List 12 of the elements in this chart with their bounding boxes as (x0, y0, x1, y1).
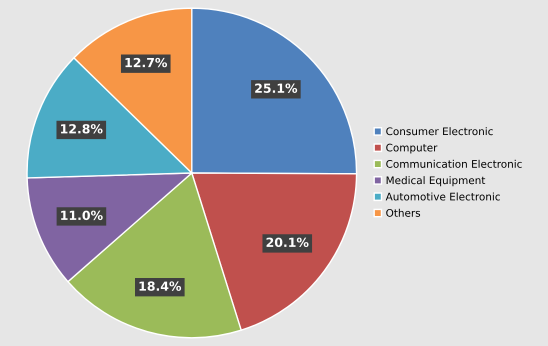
data-label: 20.1% (266, 238, 309, 248)
data-label: 12.8% (61, 124, 103, 134)
legend-label: Medical Equipment (386, 176, 486, 186)
legend-label: Computer (386, 144, 438, 154)
legend-label: Communication Electronic (386, 160, 522, 168)
data-label: 18.4% (140, 281, 182, 291)
data-label: 25.1% (255, 83, 298, 93)
legend-label: Consumer Electronic (386, 127, 493, 136)
data-label: 11.0% (61, 210, 103, 220)
legend-label: Automotive Electronic (386, 192, 500, 201)
legend-label: Others (386, 208, 420, 217)
data-label: 12.7% (125, 58, 168, 68)
